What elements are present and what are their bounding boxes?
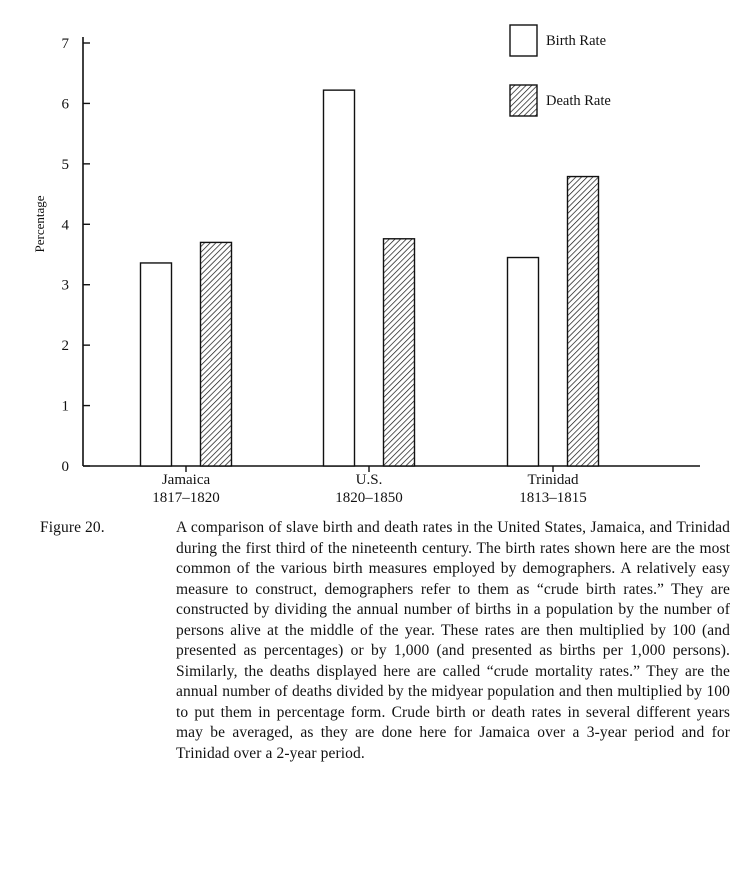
x-tick-label-name: U.S.: [356, 472, 383, 488]
birth-rate-bar-1: [322, 89, 356, 467]
legend-swatch-birth-rate: [509, 24, 538, 57]
y-tick-label: 1: [62, 399, 70, 415]
legend-label: Death Rate: [546, 93, 611, 109]
y-tick-label: 5: [62, 157, 70, 173]
y-tick-label: 7: [62, 36, 70, 52]
y-ticks: 0 1 2 3 4 5 6 7: [62, 36, 90, 475]
x-tick-label-name: Trinidad: [527, 472, 579, 488]
caption-label: Figure 20.: [40, 519, 105, 536]
y-axis-label: Percentage: [32, 195, 47, 252]
legend: Birth Rate Death Rate: [509, 24, 611, 117]
y-tick-label: 0: [62, 459, 70, 475]
legend-swatch-death-rate: [509, 84, 538, 117]
y-tick-label: 6: [62, 96, 70, 112]
x-tick-label-period: 1817–1820: [152, 490, 220, 506]
x-labels: Jamaica 1817–1820 U.S. 1820–1850 Trinidad 181…: [152, 466, 587, 506]
bars: [139, 89, 600, 467]
death-rate-bar-0: [199, 241, 233, 467]
death-rate-bar-1: [382, 238, 416, 467]
figure-caption: Figure 20. A comparison of slave birth a…: [40, 518, 730, 764]
y-tick-label: 2: [62, 338, 70, 354]
x-tick-label-name: Jamaica: [162, 472, 211, 488]
x-tick-label-period: 1813–1815: [519, 490, 587, 506]
y-tick-label: 4: [62, 217, 70, 233]
birth-rate-bar-2: [506, 256, 540, 467]
legend-label: Birth Rate: [546, 33, 606, 49]
bar-chart: 0 1 2 3 4 5 6 7 Jamaica 1817–1820 U.S. 1820–1850 Tr…: [32, 24, 700, 506]
caption-text: A comparison of slave birth and death ra…: [176, 519, 730, 762]
death-rate-bar-2: [566, 175, 600, 467]
x-tick-label-period: 1820–1850: [335, 490, 403, 506]
birth-rate-bar-0: [139, 262, 173, 467]
y-tick-label: 3: [62, 278, 70, 294]
